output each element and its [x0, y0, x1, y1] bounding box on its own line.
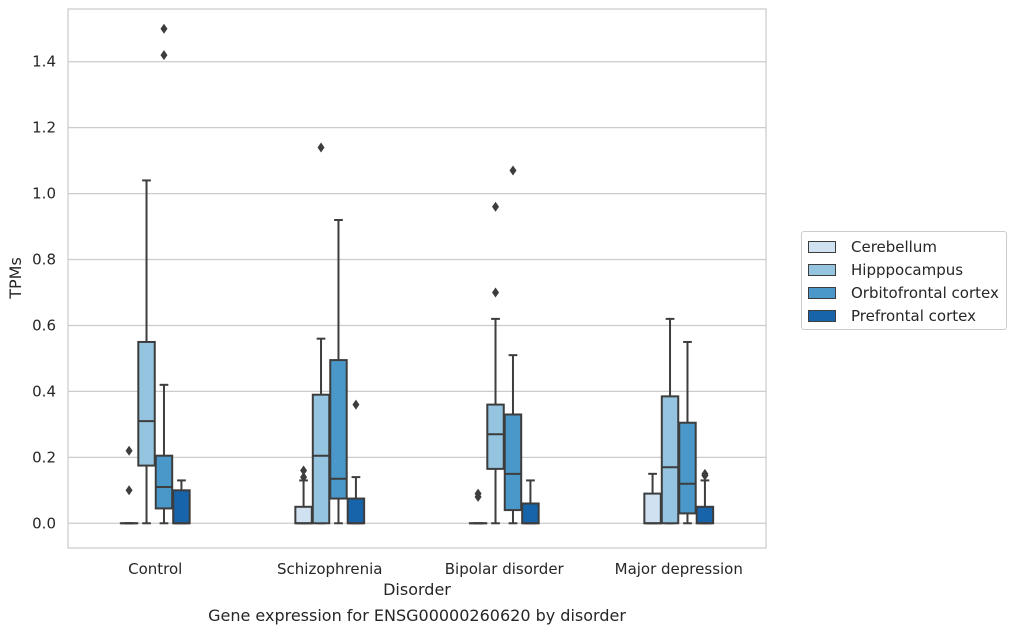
box-cerebellum	[294, 465, 313, 525]
outlier-point	[125, 485, 133, 496]
box-hipppocampus	[660, 317, 680, 525]
plot-area-background	[68, 9, 766, 548]
box-body	[660, 395, 680, 525]
y-tick-label: 0.4	[32, 382, 56, 400]
box-body	[695, 505, 715, 525]
box-prefrontal-cortex	[172, 479, 191, 525]
box-body	[294, 505, 313, 525]
chart-caption: Gene expression for ENSG00000260620 by d…	[208, 606, 626, 625]
box-body	[678, 421, 697, 515]
outlier-point	[492, 287, 500, 298]
box-orbitofrontal-cortex	[329, 218, 348, 525]
box-prefrontal-cortex	[695, 468, 715, 525]
box-body	[154, 454, 174, 510]
y-tick-label: 0.0	[32, 514, 56, 532]
box-series	[119, 23, 715, 525]
outlier-point	[352, 399, 360, 410]
x-tick-label: Major depression	[615, 560, 743, 578]
x-tick-labels: Control Schizophrenia Bipolar disorder Majo…	[128, 560, 743, 578]
x-tick-label: Control	[128, 560, 182, 578]
box-body	[521, 502, 540, 525]
legend-item: Hipppocampus	[802, 258, 1006, 281]
box-prefrontal-cortex	[521, 479, 540, 525]
y-tick-label: 1.4	[32, 53, 56, 71]
box-body	[346, 497, 366, 525]
legend-item: Orbitofrontal cortex	[802, 281, 1006, 304]
x-tick-label: Schizophrenia	[277, 560, 382, 578]
outlier-point	[160, 23, 168, 34]
box-body	[311, 393, 331, 525]
box-body	[503, 413, 523, 512]
legend-swatch	[808, 309, 836, 322]
outlier-point	[474, 488, 482, 499]
box-body	[137, 340, 156, 467]
y-axis-label: TPMs	[6, 257, 25, 300]
box-orbitofrontal-cortex	[678, 340, 697, 525]
box-cerebellum	[119, 445, 139, 525]
y-tick-label: 1.0	[32, 185, 56, 203]
legend-label: Cerebellum	[851, 237, 937, 256]
box-orbitofrontal-cortex	[503, 165, 523, 525]
legend: Cerebellum Hipppocampus Orbitofrontal cort…	[801, 231, 1007, 330]
y-tick-label: 1.2	[32, 119, 56, 137]
box-cerebellum	[643, 472, 662, 525]
x-tick-label: Bipolar disorder	[445, 560, 565, 578]
box-hipppocampus	[137, 179, 156, 525]
outlier-point	[300, 465, 308, 476]
box-hipppocampus	[486, 201, 505, 525]
legend-label: Prefrontal cortex	[851, 306, 976, 325]
legend-swatch	[808, 240, 836, 253]
plot-area-border	[67, 8, 767, 549]
outlier-point	[160, 50, 168, 61]
box-body	[486, 403, 505, 470]
legend-item: Prefrontal cortex	[802, 304, 1006, 327]
y-tick-labels: 0.0 0.2 0.4 0.6 0.8 1.0 1.2 1.4	[32, 53, 56, 533]
box-prefrontal-cortex	[346, 399, 366, 525]
box-body	[643, 492, 662, 525]
legend-item: Cerebellum	[802, 235, 1006, 258]
legend-label: Orbitofrontal cortex	[851, 283, 999, 302]
legend-swatch	[808, 286, 836, 299]
y-tick-label: 0.8	[32, 251, 56, 269]
outlier-point	[300, 472, 308, 483]
outlier-point	[317, 142, 325, 153]
legend-swatch	[808, 263, 836, 276]
outlier-point	[701, 468, 709, 479]
outlier-point	[492, 201, 500, 212]
x-axis-label: Disorder	[383, 580, 451, 599]
legend-label: Hipppocampus	[851, 260, 964, 279]
box-hipppocampus	[311, 142, 331, 525]
y-tick-label: 0.2	[32, 448, 56, 466]
y-tick-label: 0.6	[32, 316, 56, 334]
outlier-point	[509, 165, 517, 176]
box-body	[329, 359, 348, 500]
box-body	[172, 489, 191, 525]
box-cerebellum	[468, 488, 488, 525]
outlier-point	[125, 445, 133, 456]
box-orbitofrontal-cortex	[154, 23, 174, 525]
